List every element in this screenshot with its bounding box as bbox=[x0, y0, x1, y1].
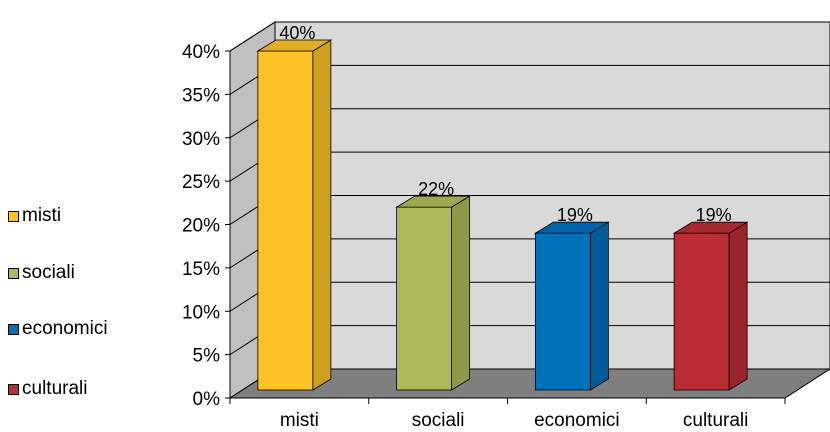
y-tick-label: 35% bbox=[182, 85, 220, 106]
chart-bars bbox=[256, 39, 749, 391]
legend-swatch-culturali bbox=[8, 383, 19, 395]
bar-misti bbox=[256, 39, 333, 391]
legend-item-misti: misti bbox=[8, 205, 61, 227]
legend-swatch-misti bbox=[8, 210, 19, 222]
x-tick-label-misti: misti bbox=[280, 410, 319, 431]
y-tick-label: 25% bbox=[182, 172, 220, 193]
data-label-economici: 19% bbox=[557, 205, 593, 225]
bar-top bbox=[256, 39, 333, 52]
chart-axes: misti sociali economici culturali 0% 5% 10% 15%… bbox=[182, 42, 786, 431]
legend-label-economici: economici bbox=[22, 318, 108, 339]
bar-culturali bbox=[672, 221, 749, 391]
bar-side bbox=[728, 221, 748, 391]
legend-item-economici: economici bbox=[8, 318, 108, 340]
legend-item-sociali: sociali bbox=[8, 262, 75, 284]
bar-front bbox=[673, 232, 730, 391]
bar-front bbox=[257, 50, 314, 391]
bar-top bbox=[395, 195, 472, 208]
data-label-culturali: 19% bbox=[696, 205, 732, 225]
bar-front bbox=[534, 232, 591, 391]
bar-side bbox=[451, 195, 471, 391]
gridline bbox=[229, 21, 830, 52]
data-label-sociali: 22% bbox=[418, 179, 454, 199]
legend-label-culturali: culturali bbox=[22, 378, 88, 399]
y-tick-label: 5% bbox=[193, 346, 221, 367]
bar-side bbox=[589, 221, 609, 391]
y-tick-label: 20% bbox=[182, 216, 220, 237]
y-tick-label: 40% bbox=[182, 42, 220, 63]
y-tick-label: 15% bbox=[182, 259, 220, 280]
bar-top bbox=[672, 221, 749, 234]
legend-swatch-economici bbox=[8, 323, 19, 335]
x-tick-label-culturali: culturali bbox=[683, 410, 748, 431]
y-tick-label: 30% bbox=[182, 129, 220, 150]
y-tick-label: 0% bbox=[193, 389, 221, 410]
x-tick-label-sociali: sociali bbox=[412, 410, 465, 431]
legend-label-misti: misti bbox=[22, 205, 62, 226]
data-label-misti: 40% bbox=[279, 23, 315, 43]
legend-swatch-sociali bbox=[8, 267, 19, 279]
bar-sociali bbox=[395, 195, 472, 391]
legend-label-sociali: sociali bbox=[22, 262, 75, 283]
bar-front bbox=[396, 206, 453, 391]
chart-data-labels: 40% 22% 19% 19% bbox=[279, 23, 731, 225]
x-tick-label-economici: economici bbox=[534, 410, 620, 431]
y-tick-label: 10% bbox=[182, 302, 220, 323]
bar-side bbox=[312, 39, 332, 391]
bar-economici bbox=[533, 221, 610, 391]
bar-top bbox=[533, 221, 610, 234]
legend-item-culturali: culturali bbox=[8, 378, 87, 400]
